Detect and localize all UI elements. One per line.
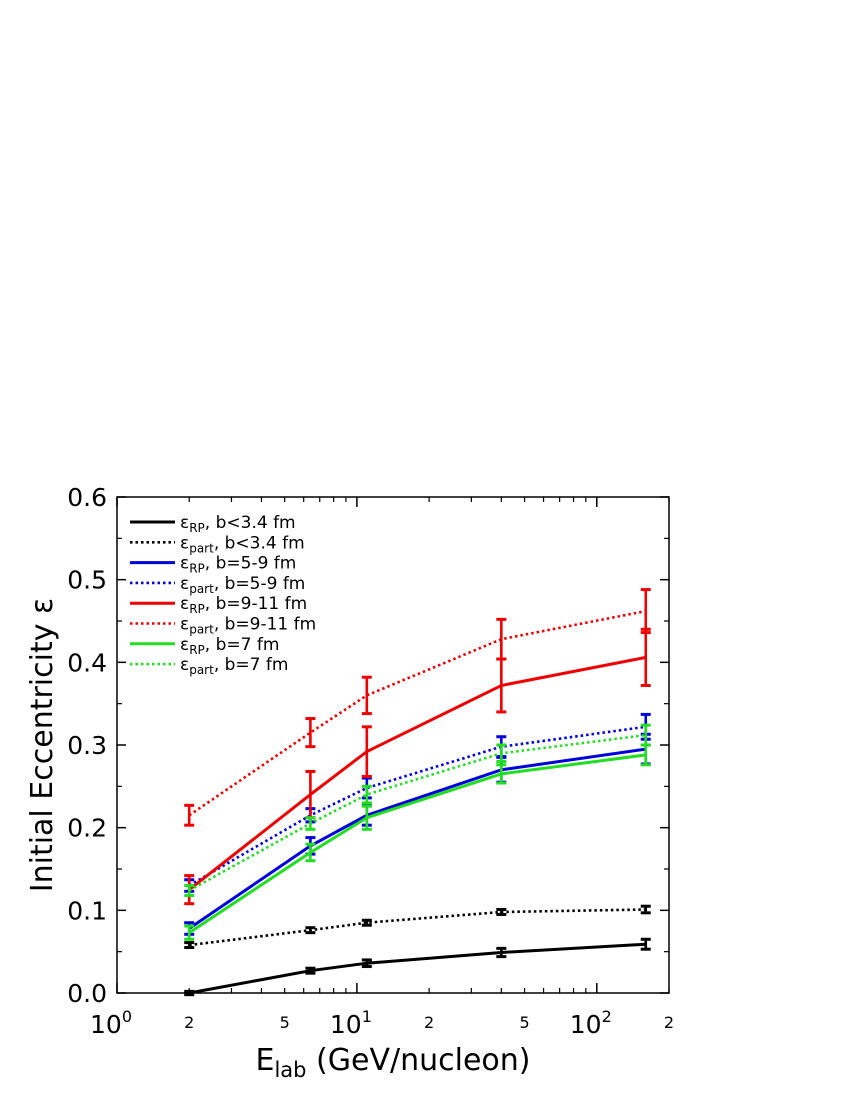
error-bar — [184, 941, 195, 950]
error-bar — [361, 958, 372, 969]
legend-entry: εpart, b=5-9 fm — [130, 574, 305, 596]
series-7 — [184, 723, 651, 897]
y-tick-label: 0.3 — [67, 731, 107, 760]
legend-label: εpart, b=5-9 fm — [180, 574, 305, 596]
legend-entry: εRP, b<3.4 fm — [130, 513, 296, 535]
y-tick-label: 0.5 — [67, 566, 107, 595]
error-bar — [305, 769, 316, 820]
x-axis-label-main: E — [256, 1043, 275, 1078]
legend-entry: εRP, b=5-9 fm — [130, 554, 296, 576]
series-3 — [184, 712, 651, 893]
y-tick-label: 0.1 — [67, 896, 107, 925]
series-line — [188, 753, 646, 934]
error-bar — [496, 946, 507, 959]
x-minor-tick-label: 5 — [280, 1013, 290, 1032]
x-tick-label: 102 — [570, 1007, 612, 1039]
x-minor-tick-label: 2 — [424, 1013, 434, 1032]
series-line — [188, 942, 646, 995]
error-bar — [640, 588, 651, 635]
series-lines — [184, 588, 651, 997]
x-minor-tick-label: 5 — [519, 1013, 529, 1032]
legend-label: εRP, b=9-11 fm — [180, 594, 307, 616]
error-bar — [361, 784, 372, 805]
legend-entry: εRP, b=9-11 fm — [130, 594, 307, 616]
error-bar — [640, 904, 651, 915]
x-axis-label-rest: (GeV/nucleon) — [307, 1043, 531, 1078]
y-tick-label: 0.0 — [67, 979, 107, 1008]
x-tick-label: 101 — [330, 1007, 372, 1039]
error-bar — [496, 743, 507, 764]
legend-label: εpart, b=9-11 fm — [180, 615, 316, 637]
series-line — [189, 908, 646, 947]
error-bar — [184, 924, 195, 941]
series-0 — [184, 937, 651, 997]
error-bar — [184, 989, 195, 997]
error-bar — [640, 723, 651, 747]
error-bar — [361, 804, 372, 831]
error-bar — [361, 725, 372, 778]
series-6 — [184, 743, 651, 941]
legend-entry: εRP, b=7 fm — [130, 635, 279, 657]
error-bar — [640, 937, 651, 951]
series-5 — [184, 588, 651, 827]
x-minor-tick-label: 2 — [184, 1013, 194, 1032]
error-bar — [361, 675, 372, 716]
legend-label: εpart, b<3.4 fm — [180, 533, 305, 555]
series-1 — [184, 904, 651, 950]
y-tick-label: 0.2 — [67, 814, 107, 843]
error-bar — [496, 763, 507, 785]
y-axis-label: Initial Eccentricity ε — [25, 598, 60, 893]
x-axis-label: Elab (GeV/nucleon) — [256, 1043, 531, 1082]
y-tick-label: 0.6 — [67, 483, 107, 512]
legend-label: εRP, b=5-9 fm — [180, 554, 296, 576]
error-bar — [361, 918, 372, 927]
legend-entry: εpart, b<3.4 fm — [130, 533, 305, 555]
y-tick-label: 0.4 — [67, 648, 107, 677]
error-bar — [305, 717, 316, 749]
error-bar — [305, 966, 316, 975]
error-bar — [305, 816, 316, 831]
legend-label: εRP, b<3.4 fm — [180, 513, 296, 535]
legend-entry: εpart, b=7 fm — [130, 655, 288, 677]
error-bar — [184, 884, 195, 897]
error-bar — [496, 617, 507, 661]
axis-ticks: 0.0 0.1 0.2 0.3 0.4 0.5 0.6 100 101 102 2 5 2 5 2 — [67, 483, 674, 1039]
series-line — [188, 609, 647, 817]
x-tick-label: 100 — [90, 1007, 132, 1039]
error-bar — [184, 803, 195, 827]
series-line — [188, 733, 646, 892]
legend-label: εRP, b=7 fm — [180, 635, 279, 657]
series-line — [188, 725, 646, 887]
legend-entry: εpart, b=9-11 fm — [130, 615, 316, 637]
legend-label: εpart, b=7 fm — [180, 655, 288, 677]
x-axis-label-sub: lab — [274, 1058, 306, 1082]
x-minor-tick-label: 2 — [664, 1013, 674, 1032]
error-bar — [305, 926, 316, 935]
series-line — [188, 747, 647, 930]
error-bar — [496, 908, 507, 916]
error-bar — [305, 842, 316, 863]
